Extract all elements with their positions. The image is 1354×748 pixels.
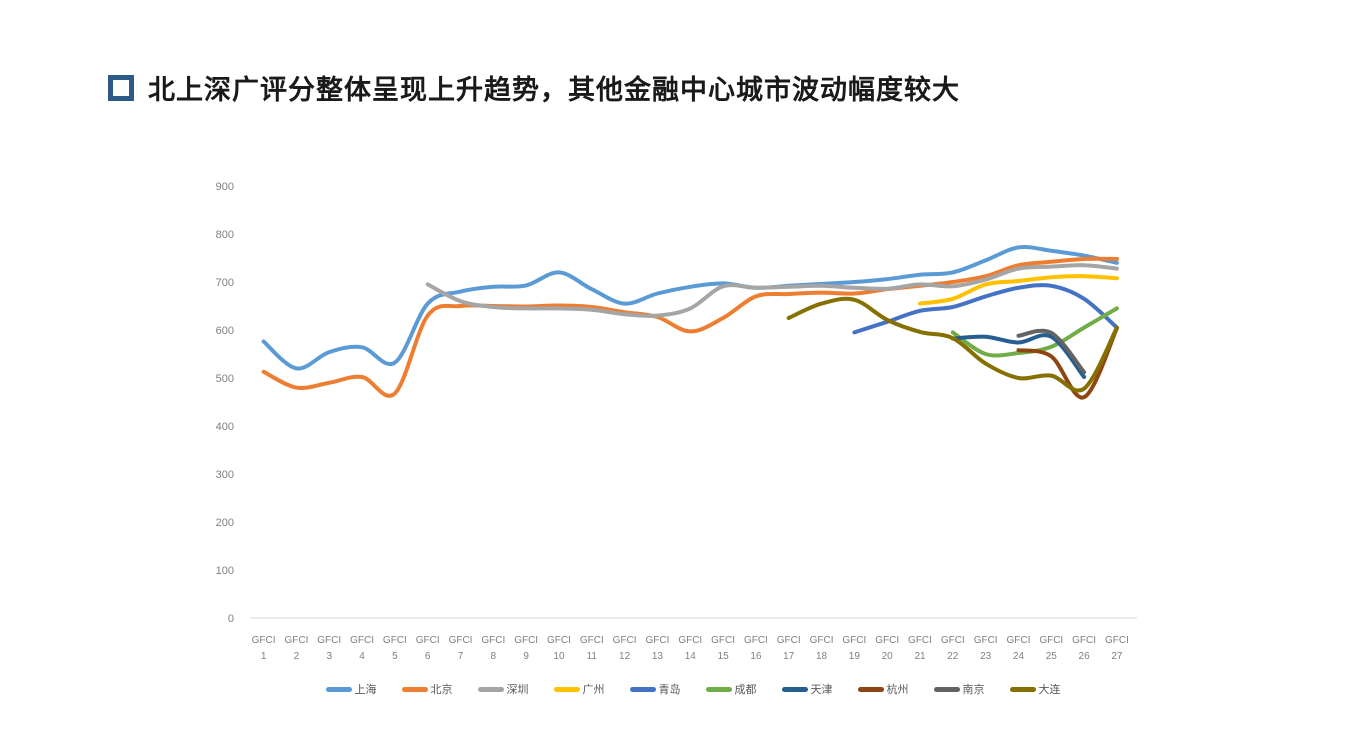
square-bullet-icon xyxy=(108,74,134,101)
x-axis-tick-label: GFCI 14 xyxy=(678,635,702,662)
legend-line-swatch-shanghai xyxy=(325,686,352,692)
legend-item-beijing: 北京 xyxy=(401,681,453,697)
x-axis-tick-label: GFCI 2 xyxy=(284,635,308,662)
x-axis-tick-label: GFCI 10 xyxy=(547,635,571,662)
legend-label-beijing: 北京 xyxy=(430,684,453,696)
legend-label-qingdao: 青岛 xyxy=(658,684,681,696)
legend-label-chengdu: 成都 xyxy=(734,684,757,696)
x-axis-tick-label: GFCI 18 xyxy=(810,635,834,662)
x-axis-tick-label: GFCI 20 xyxy=(875,635,899,662)
legend-item-tianjin: 天津 xyxy=(781,681,833,697)
series-line-shanghai xyxy=(261,245,1119,371)
series-line-dalian xyxy=(786,296,1119,393)
legend-line-swatch-chengdu xyxy=(705,686,732,692)
legend-line-swatch-beijing xyxy=(401,686,428,692)
legend-item-shenzhen: 深圳 xyxy=(477,681,529,697)
x-axis-tick-label: GFCI 22 xyxy=(941,635,965,662)
x-axis-tick-label: GFCI 8 xyxy=(481,635,505,662)
x-axis-tick-label: GFCI 1 xyxy=(252,635,276,662)
x-axis-tick-label: GFCI 27 xyxy=(1105,635,1129,662)
x-axis-tick-label: GFCI 5 xyxy=(383,635,407,662)
y-axis-tick-label: 800 xyxy=(216,229,234,241)
series-line-tianjin xyxy=(950,333,1087,379)
legend-item-qingdao: 青岛 xyxy=(629,681,681,697)
legend-label-nanjing: 南京 xyxy=(962,684,985,696)
series-line-nanjing xyxy=(1016,328,1087,375)
legend-line-swatch-shenzhen xyxy=(477,686,504,692)
x-axis-tick-label: GFCI 3 xyxy=(317,635,341,662)
x-axis-tick-label: GFCI 7 xyxy=(449,635,473,662)
legend-line-swatch-guangzhou xyxy=(553,686,580,692)
y-axis-tick-label: 100 xyxy=(216,565,234,577)
series-line-beijing xyxy=(261,256,1119,398)
legend-line-swatch-dalian xyxy=(1009,686,1036,692)
y-axis-tick-label: 400 xyxy=(216,421,234,433)
x-axis-tick-label: GFCI 25 xyxy=(1039,635,1063,662)
legend-line-swatch-nanjing xyxy=(933,686,960,692)
x-axis-tick-label: GFCI 15 xyxy=(711,635,735,662)
legend-item-guangzhou: 广州 xyxy=(553,681,605,697)
x-axis-tick-label: GFCI 13 xyxy=(645,635,669,662)
legend-item-chengdu: 成都 xyxy=(705,681,757,697)
legend-line-swatch-tianjin xyxy=(781,686,808,692)
legend-label-hangzhou: 杭州 xyxy=(886,684,909,696)
x-axis-tick-label: GFCI 12 xyxy=(613,635,637,662)
page-title-text: 北上深广评分整体呈现上升趋势，其他金融中心城市波动幅度较大 xyxy=(148,75,960,105)
y-axis-tick-label: 900 xyxy=(216,181,234,193)
page-title: 北上深广评分整体呈现上升趋势，其他金融中心城市波动幅度较大 xyxy=(108,68,960,107)
y-axis-tick-label: 0 xyxy=(228,613,234,625)
x-axis-tick-label: GFCI 17 xyxy=(777,635,801,662)
legend-label-shenzhen: 深圳 xyxy=(506,684,529,696)
series-line-guangzhou xyxy=(918,274,1119,306)
legend-label-tianjin: 天津 xyxy=(810,684,833,696)
legend-label-dalian: 大连 xyxy=(1038,684,1061,696)
legend-line-swatch-hangzhou xyxy=(857,686,884,692)
x-axis-tick-label: GFCI 11 xyxy=(580,635,604,662)
x-axis-tick-label: GFCI 21 xyxy=(908,635,932,662)
legend-item-shanghai: 上海 xyxy=(325,681,377,697)
x-axis-tick-label: GFCI 9 xyxy=(514,635,538,662)
y-axis-tick-label: 600 xyxy=(216,325,234,337)
legend-item-nanjing: 南京 xyxy=(933,681,985,697)
y-axis-tick-label: 200 xyxy=(216,517,234,529)
y-axis-tick-label: 500 xyxy=(216,373,234,385)
series-line-qingdao xyxy=(852,283,1119,335)
legend-item-hangzhou: 杭州 xyxy=(857,681,909,697)
y-axis-tick-label: 300 xyxy=(216,469,234,481)
x-axis-tick-label: GFCI 4 xyxy=(350,635,374,662)
legend-item-dalian: 大连 xyxy=(1009,681,1061,697)
x-axis-tick-label: GFCI 24 xyxy=(1007,635,1031,662)
x-axis-tick-label: GFCI 23 xyxy=(974,635,998,662)
x-axis-tick-label: GFCI 26 xyxy=(1072,635,1096,662)
x-axis-tick-label: GFCI 16 xyxy=(744,635,768,662)
legend-line-swatch-qingdao xyxy=(629,686,656,692)
legend-label-guangzhou: 广州 xyxy=(582,684,605,696)
x-axis-tick-label: GFCI 6 xyxy=(416,635,440,662)
series-line-shenzhen xyxy=(425,263,1119,318)
legend-label-shanghai: 上海 xyxy=(354,684,377,696)
y-axis-tick-label: 700 xyxy=(216,277,234,289)
x-axis-tick-label: GFCI 19 xyxy=(842,635,866,662)
chart-legend: 上海 北京 深圳 广州 青岛 成都 天津 杭州 南京 大连 xyxy=(250,681,1136,697)
